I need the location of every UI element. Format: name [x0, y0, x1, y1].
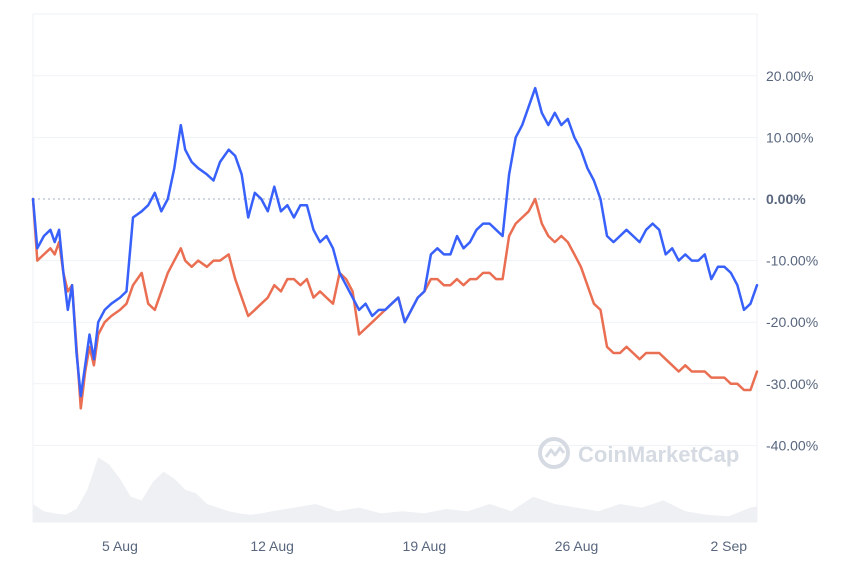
- coinmarketcap-logo-icon: [538, 437, 570, 469]
- x-tick-label: 12 Aug: [250, 538, 294, 554]
- y-tick-label: -20.00%: [766, 314, 818, 330]
- y-tick-label: 20.00%: [766, 68, 813, 84]
- y-tick-label: 0.00%: [766, 191, 806, 207]
- y-axis-ticks: 20.00% 10.00% 0.00% -10.00% -20.00% -30.00% -4…: [766, 68, 818, 454]
- watermark-text: CoinMarketCap: [578, 442, 739, 467]
- volume-area: [33, 457, 757, 522]
- series-line-orange: [31, 197, 759, 410]
- y-tick-label: -40.00%: [766, 437, 818, 453]
- y-tick-label: -30.00%: [766, 376, 818, 392]
- x-tick-label: 26 Aug: [555, 538, 599, 554]
- coinmarketcap-watermark: CoinMarketCap: [538, 437, 739, 469]
- y-tick-label: -10.00%: [766, 253, 818, 269]
- series-line-blue: [31, 86, 759, 398]
- y-tick-label: 10.00%: [766, 129, 813, 145]
- x-tick-label: 2 Sep: [710, 538, 747, 554]
- grid-lines: [32, 13, 758, 523]
- volume-area-path: [33, 457, 757, 522]
- series-lines: [31, 86, 759, 410]
- x-tick-label: 5 Aug: [102, 538, 138, 554]
- x-axis-ticks: 5 Aug 12 Aug 19 Aug 26 Aug 2 Sep: [102, 538, 747, 554]
- x-tick-label: 19 Aug: [403, 538, 447, 554]
